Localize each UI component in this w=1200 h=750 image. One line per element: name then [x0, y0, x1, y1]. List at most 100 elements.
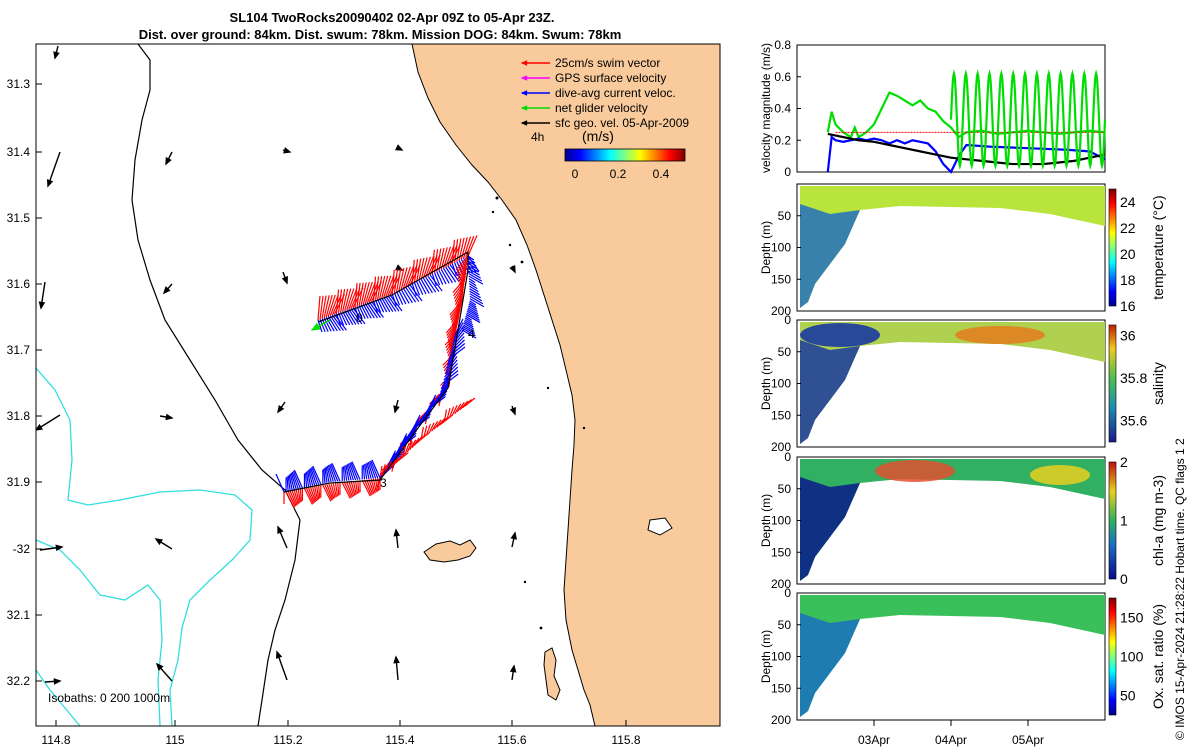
section-y-tick-label: 150 [771, 681, 791, 695]
section-colorbar-tick: 150 [1120, 610, 1144, 626]
reef-white [647, 517, 673, 536]
current-arrow [509, 405, 516, 416]
section-y-tick-label: 50 [778, 482, 792, 496]
current-arrow [277, 525, 288, 549]
legend-arrow [520, 105, 550, 111]
waypoint-label-3: 3 [380, 476, 387, 490]
current-arrow [38, 281, 46, 310]
section-colorbar [1108, 597, 1117, 716]
section-colorbar-tick: 20 [1120, 246, 1136, 262]
track-line [283, 250, 469, 493]
current-arrow [154, 538, 173, 550]
title-line-2: Dist. over ground: 84km. Dist. swum: 78k… [139, 27, 622, 42]
section-ylabel: Depth (m) [759, 221, 773, 274]
map-x-tick-label: 115.2 [273, 733, 302, 747]
section-y-tick-label: 50 [778, 345, 792, 359]
map-y-tick-label: 31.6 [7, 277, 31, 291]
map-y-tick-label: 31.7 [7, 343, 31, 357]
section-oxygen: 0 50 100 150 200 Depth (m) 50 100 150 Ox. sat. ra… [759, 586, 1166, 727]
map-y-tick-label: 31.4 [7, 145, 31, 159]
land-mass [411, 44, 720, 726]
section-data-upper [800, 186, 1105, 308]
section-colorbar-label: salinity [1150, 362, 1166, 405]
current-arrow [46, 151, 61, 188]
section-colorbar-tick: 16 [1120, 298, 1136, 314]
net-glider-velocity-arrow [310, 319, 331, 331]
salinity-min-patch [800, 323, 880, 347]
current-arrow [393, 655, 400, 681]
map-colorbar-tick-0: 0 [572, 167, 579, 181]
waypoint-label-4: 4 [468, 327, 475, 341]
chla-max-patch [875, 460, 955, 482]
legend-arrow [520, 90, 550, 96]
map-x-tick-label: 115 [165, 733, 184, 747]
current-arrow [165, 151, 173, 166]
section-colorbar-tick: 35.8 [1120, 370, 1147, 386]
velocity-line [826, 91, 1106, 139]
section-ylabel: Depth (m) [759, 357, 773, 410]
legend-label: GPS surface velocity [555, 71, 666, 85]
time-x-tick-label: 03Apr [858, 733, 890, 747]
coastal-rocks [491, 196, 586, 630]
current-vectors-leg-4 [275, 459, 381, 493]
current-arrow [36, 414, 61, 431]
current-vectors-leg-2 [461, 255, 485, 339]
map-colorbar-tick-1: 0.2 [610, 167, 627, 181]
legend-arrow [520, 60, 550, 66]
credit-text: © IMOS 15-Apr-2024 21:28:22 Hobart time.… [1173, 438, 1187, 740]
section-y-tick-label: 200 [771, 577, 791, 591]
velocity-line-oscillation [949, 69, 1107, 170]
section-colorbar-tick: 100 [1120, 649, 1144, 665]
section-y-tick-label: 150 [771, 545, 791, 559]
map-colorbar-tick-2: 0.4 [653, 167, 670, 181]
velocity-y-tick-label: 0.4 [774, 102, 791, 116]
map-y-tick-label: -32 [13, 542, 31, 556]
isobath-1000m [36, 367, 253, 726]
section-ylabel: Depth (m) [759, 494, 773, 547]
swim-vectors-leg-4 [283, 478, 381, 508]
velocity-y-tick-label: 0.2 [774, 133, 791, 147]
velocity-y-tick-label: 0.8 [774, 38, 791, 52]
map-y-tick-label: 32.1 [7, 608, 31, 622]
section-data-deep [800, 613, 860, 717]
section-y-tick-label: 100 [771, 377, 791, 391]
map-y-tick-label: 31.8 [7, 409, 31, 423]
section-y-tick-label: 100 [771, 650, 791, 664]
map-x-tick-label: 115.6 [497, 733, 526, 747]
map-x-tick-label: 115.4 [385, 733, 414, 747]
section-salinity: 0 50 100 150 200 Depth (m) 35.6 35.8 36 salinity [759, 313, 1166, 454]
section-y-tick-label: 50 [778, 618, 792, 632]
isobaths-note: Isobaths: 0 200 1000m [48, 691, 170, 705]
current-arrow [393, 528, 400, 549]
section-data-deep [800, 477, 860, 581]
section-y-tick-label: 0 [784, 586, 791, 600]
legend-label: sfc geo. vel. 05-Apr-2009 [555, 116, 689, 130]
waypoint-label-0: 0 [356, 311, 363, 325]
map-y-tick-label: 31.5 [7, 211, 31, 225]
section-ylabel: Depth (m) [759, 630, 773, 683]
section-colorbar [1108, 188, 1117, 307]
section-colorbar-tick: 36 [1120, 328, 1136, 344]
current-arrow [53, 45, 60, 60]
legend-arrow [520, 75, 550, 81]
current-arrow [510, 531, 517, 548]
current-arrow [393, 399, 400, 414]
glider-track [275, 235, 485, 508]
time-x-ticks: 03Apr 04Apr 05Apr [858, 720, 1044, 747]
velocity-line [826, 134, 1106, 174]
current-arrow [277, 401, 286, 414]
section-colorbar [1108, 324, 1117, 443]
section-data-deep [800, 340, 860, 444]
salinity-max-patch [955, 326, 1045, 344]
section-colorbar-label: Ox. sat. ratio (%) [1150, 604, 1166, 709]
map-y-tick-label: 31.3 [7, 77, 31, 91]
chla-high-patch [1030, 465, 1090, 485]
velocity-series [826, 69, 1107, 174]
map-y-tick-label: 31.9 [7, 475, 31, 489]
time-x-tick-label: 04Apr [935, 733, 967, 747]
velocity-line [827, 132, 1106, 166]
map-colorbar-label: (m/s) [582, 128, 614, 144]
